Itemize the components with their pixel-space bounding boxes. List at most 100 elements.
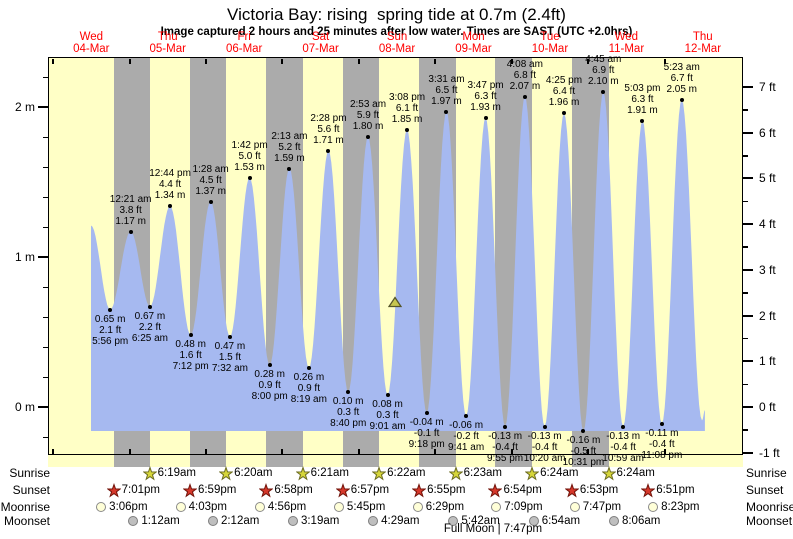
tide-extreme-dot — [405, 127, 410, 132]
tide-extreme-dot — [306, 366, 311, 370]
moonrise-time: 8:23pm — [661, 500, 700, 513]
day-label: Sat 07-Mar — [302, 31, 339, 55]
low-tide-label: 0.28 m 0.9 ft 8:00 pm — [251, 369, 288, 402]
moonset-time: 1:12am — [141, 514, 180, 527]
left-axis-minor-tick — [43, 316, 48, 318]
low-tide-label: -0.06 m -0.2 ft 9:41 am — [448, 420, 485, 453]
moonrise-icon — [491, 502, 502, 512]
tide-extreme-dot — [424, 411, 429, 415]
x-axis-top-tick — [510, 58, 513, 64]
moonset-time: 2:12am — [220, 514, 260, 527]
left-axis-label: 2 m — [14, 100, 35, 114]
right-axis-major-tick — [743, 314, 753, 317]
tide-extreme-dot — [522, 94, 527, 99]
chart-title: Victoria Bay: rising spring tide at 0.7m… — [227, 5, 566, 24]
moonrise-icon — [412, 502, 423, 512]
right-axis-label: 6 ft — [759, 125, 776, 140]
legend-label-left-sunrise: Sunrise — [9, 466, 50, 480]
right-axis-label: 7 ft — [759, 79, 776, 94]
legend-label-left-moonrise: Moonrise — [0, 500, 50, 514]
day-label: Sun 08-Mar — [378, 31, 416, 55]
x-axis-bottom-tick — [52, 448, 55, 454]
tide-extreme-dot — [227, 334, 232, 339]
right-axis-label: 2 ft — [759, 308, 776, 323]
low-tide-label: 0.10 m 0.3 ft 8:40 pm — [330, 396, 367, 429]
low-tide-label: -0.16 m -0.5 ft 10:31 pm — [562, 435, 605, 468]
tide-extreme-dot — [679, 97, 684, 102]
day-label: Wed 04-Mar — [73, 31, 110, 55]
sunset-time: 6:58pm — [274, 483, 313, 496]
moonrise-time: 7:47pm — [582, 500, 622, 513]
low-tide-label: 0.08 m 0.3 ft 9:01 am — [369, 399, 406, 432]
right-axis-minor-tick — [743, 109, 748, 111]
right-axis-label: 1 ft — [759, 354, 776, 369]
high-tide-label: 1:28 am 4.5 ft 1.37 m — [192, 163, 229, 197]
high-tide-label: 4:08 am 6.8 ft 2.07 m — [506, 58, 543, 92]
tide-extreme-dot — [503, 424, 508, 429]
right-axis-label: 0 ft — [759, 400, 776, 414]
moonset-time: 4:29am — [381, 514, 420, 527]
low-tide-label: 0.65 m 2.1 ft 5:56 pm — [92, 313, 129, 347]
moonrise-icon — [96, 502, 107, 512]
moonrise-icon — [569, 502, 580, 512]
sunrise-time: 6:23am — [463, 466, 502, 479]
x-axis-bottom-tick — [281, 448, 284, 454]
moonset-icon — [528, 516, 539, 526]
moonset-icon — [448, 516, 459, 526]
x-axis-top-tick — [587, 58, 590, 64]
sunrise-icon — [295, 465, 310, 480]
tide-area-svg — [91, 92, 705, 431]
sunrise-time: 6:19am — [157, 466, 196, 479]
high-tide-label: 1:42 pm 5.0 ft 1.53 m — [231, 139, 268, 173]
right-axis-minor-tick — [743, 155, 748, 157]
low-tide-label: -0.04 m -0.1 ft 9:18 pm — [408, 417, 445, 450]
x-axis-top-tick — [663, 58, 666, 64]
x-axis-bottom-tick — [510, 448, 513, 454]
right-axis-major-tick — [743, 268, 753, 271]
sunrise-time: 6:21am — [310, 466, 349, 479]
right-axis-major-tick — [743, 85, 753, 88]
x-axis-top-tick — [128, 58, 131, 64]
right-axis-minor-tick — [743, 429, 748, 431]
sunset-icon — [335, 482, 350, 497]
sunset-icon — [259, 482, 274, 497]
day-label: Thu 05-Mar — [149, 31, 186, 55]
tide-extreme-dot — [621, 424, 626, 429]
left-axis-major-tick — [38, 106, 48, 108]
moonset-icon — [608, 516, 619, 526]
left-axis-minor-tick — [43, 376, 48, 378]
high-tide-label: 2:13 am 5.2 ft 1.59 m — [271, 130, 308, 164]
high-tide-label: 3:47 pm 6.3 ft 1.93 m — [467, 79, 504, 113]
x-axis-top-tick — [52, 58, 55, 64]
tide-extreme-dot — [188, 333, 193, 337]
sunrise-icon — [525, 465, 540, 480]
moonrise-icon — [175, 502, 186, 512]
low-tide-label: -0.11 m -0.4 ft 11:08 pm — [641, 427, 683, 461]
sunset-time: 6:59pm — [197, 483, 237, 496]
sunrise-icon — [219, 465, 234, 480]
tide-extreme-dot — [147, 304, 152, 309]
right-axis-label: 4 ft — [759, 217, 776, 232]
legend-label-left-moonset: Moonset — [3, 514, 50, 528]
legend-label-right-moonrise: Moonrise — [746, 500, 793, 514]
sunrise-icon — [142, 465, 157, 480]
tide-extreme-dot — [601, 90, 606, 94]
left-axis-minor-tick — [43, 286, 48, 288]
tide-extreme-dot — [562, 111, 566, 115]
right-axis-major-tick — [743, 177, 753, 180]
high-tide-label: 5:03 pm 6.3 ft 1.91 m — [624, 82, 661, 116]
x-axis-top-tick — [204, 58, 207, 64]
moonrise-icon — [648, 502, 659, 512]
right-axis-minor-tick — [743, 337, 748, 340]
sunrise-time: 6:24am — [540, 466, 579, 479]
legend-label-right-sunset: Sunset — [746, 483, 784, 497]
high-tide-label: 3:08 pm 6.1 ft 1.85 m — [388, 91, 426, 125]
sunrise-icon — [372, 465, 387, 480]
sunset-icon — [106, 482, 121, 497]
sunrise-icon — [448, 465, 463, 480]
day-label: Thu 12-Mar — [684, 31, 722, 55]
right-axis-label: 5 ft — [759, 171, 776, 186]
sunset-time: 6:51pm — [656, 483, 695, 496]
sunset-time: 6:53pm — [579, 483, 619, 496]
tide-extreme-dot — [581, 429, 586, 433]
